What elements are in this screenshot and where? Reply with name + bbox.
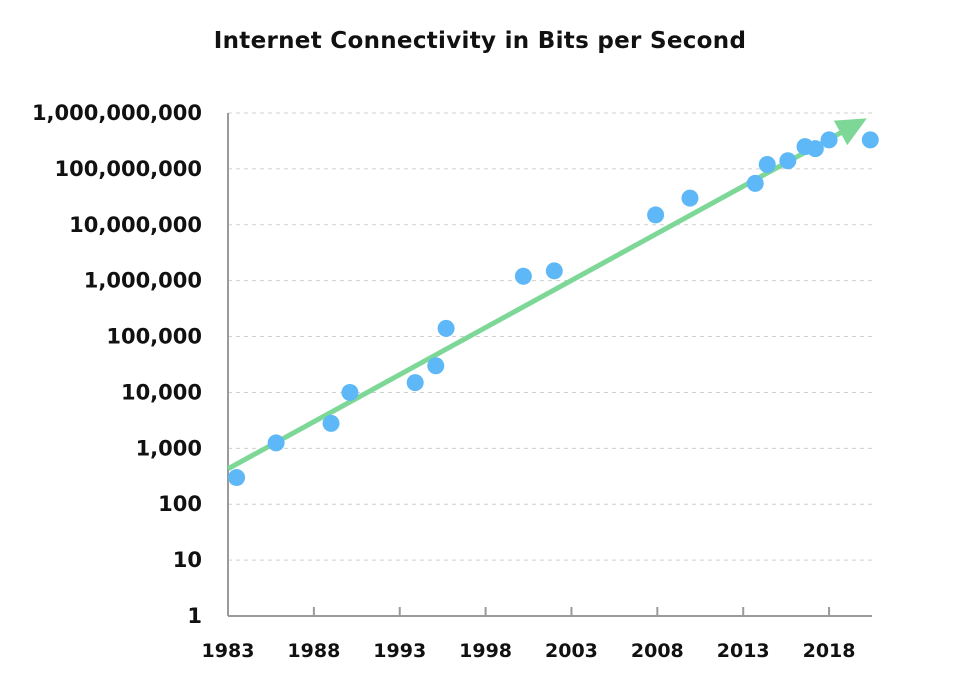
data-point: [820, 131, 838, 149]
data-point: [758, 155, 776, 173]
y-tick-label: 100: [158, 492, 202, 516]
data-point: [322, 414, 340, 432]
grid-layer: [228, 112, 872, 561]
x-tick-label: 2018: [803, 640, 856, 662]
x-tick-label: 2008: [631, 640, 684, 662]
y-tick-label: 1,000,000,000: [32, 101, 202, 125]
data-point: [545, 262, 563, 280]
trend-layer: [226, 118, 867, 472]
data-point: [427, 357, 445, 375]
x-tick-label: 2003: [545, 640, 598, 662]
trend-arrowhead: [833, 118, 867, 146]
data-point: [341, 383, 359, 401]
y-tick-label: 1,000: [136, 436, 202, 460]
data-point: [267, 434, 285, 452]
data-point: [647, 206, 665, 224]
data-point: [514, 267, 532, 285]
label-layer: 1 10 100 1,000 10,000 100,000 1,000,000 10,000,…: [32, 101, 856, 662]
data-point: [779, 152, 797, 170]
point-layer: [228, 131, 879, 487]
chart-title: Internet Connectivity in Bits per Second: [213, 28, 747, 54]
x-tick-label: 1993: [373, 640, 426, 662]
y-tick-label: 10,000: [121, 380, 202, 404]
x-tick-label: 1988: [287, 640, 340, 662]
data-point: [406, 374, 424, 392]
x-tick-label: 2013: [717, 640, 770, 662]
axis-layer: [227, 113, 872, 617]
y-tick-label: 10: [173, 548, 202, 572]
y-tick-label: 1,000,000: [84, 269, 202, 293]
x-tick-label: 1983: [202, 640, 255, 662]
data-point: [681, 189, 699, 207]
data-point: [861, 131, 879, 149]
data-point: [228, 469, 246, 487]
y-tick-label: 100,000,000: [55, 157, 202, 181]
data-point: [746, 174, 764, 192]
y-tick-label: 10,000,000: [69, 213, 202, 237]
y-tick-label: 1: [187, 604, 202, 628]
x-tick-label: 1998: [459, 640, 512, 662]
y-tick-label: 100,000: [106, 325, 202, 349]
data-point: [806, 140, 824, 158]
data-point: [437, 319, 455, 337]
trend-line: [226, 129, 844, 472]
